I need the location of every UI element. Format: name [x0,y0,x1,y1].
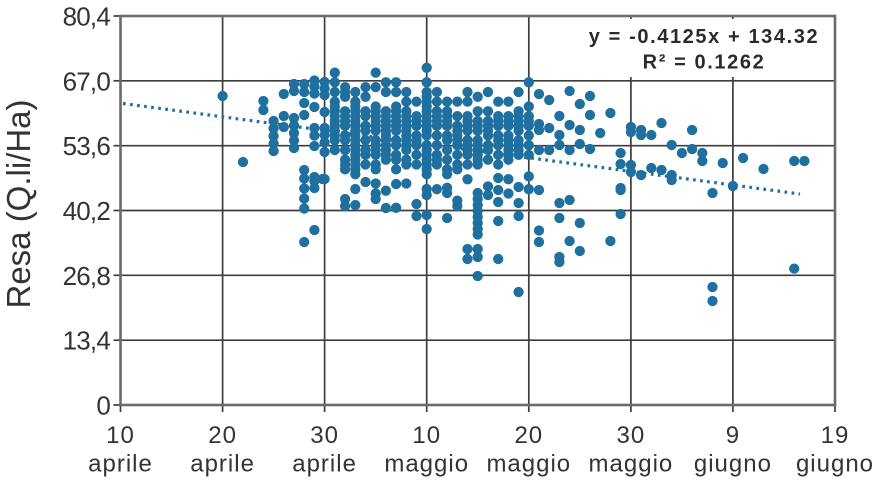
svg-text:30: 30 [310,422,339,449]
svg-text:maggio: maggio [384,451,469,478]
svg-text:26,8: 26,8 [63,261,111,291]
svg-text:Resa (Q.li/Ha): Resa (Q.li/Ha) [0,99,37,308]
svg-text:19: 19 [821,422,850,449]
svg-text:maggio: maggio [486,451,571,478]
svg-text:67,0: 67,0 [63,66,111,96]
svg-text:10: 10 [412,422,441,449]
svg-text:aprile: aprile [190,451,255,478]
svg-text:30: 30 [617,422,646,449]
svg-text:giugno: giugno [796,451,874,478]
svg-text:maggio: maggio [589,451,674,478]
svg-text:10: 10 [106,422,135,449]
svg-text:40,2: 40,2 [63,196,111,226]
svg-text:53,6: 53,6 [63,131,111,161]
svg-text:13,4: 13,4 [63,326,111,356]
svg-text:y = -0.4125x + 134.32: y = -0.4125x + 134.32 [589,26,819,48]
svg-text:20: 20 [208,422,237,449]
svg-text:aprile: aprile [292,451,357,478]
svg-text:9: 9 [726,422,740,449]
svg-text:0: 0 [96,391,110,421]
svg-text:80,4: 80,4 [63,2,111,32]
svg-text:20: 20 [514,422,543,449]
svg-text:giugno: giugno [694,451,772,478]
svg-text:R² = 0.1262: R² = 0.1262 [643,52,766,74]
svg-text:aprile: aprile [88,451,153,478]
